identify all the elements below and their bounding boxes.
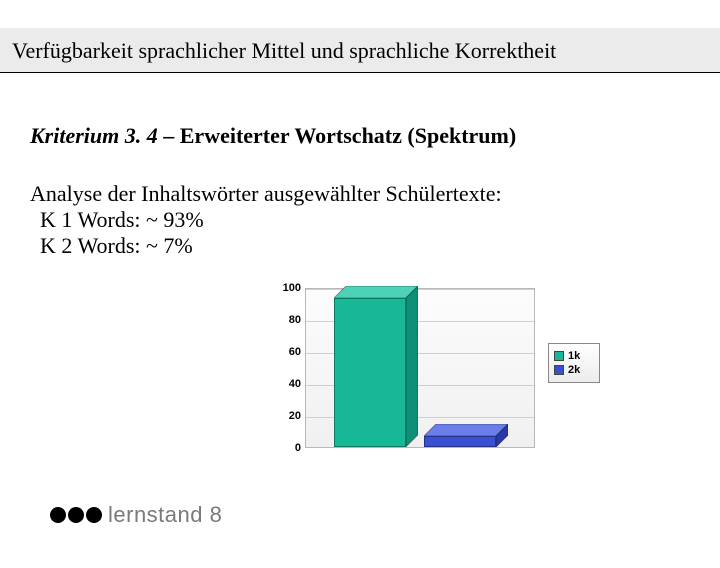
bar-1k [334,286,418,447]
title-bar: Verfügbarkeit sprachlicher Mittel und sp… [0,28,720,73]
dot-icon [50,507,66,523]
bar-side [496,424,508,447]
logo: lernstand 8 [50,502,222,528]
bar-side [406,286,418,447]
legend-item: 1k [554,350,594,362]
legend-swatch-icon [554,365,564,375]
subtitle-prefix: Kriterium 3. 4 [30,123,158,148]
legend-label: 1k [568,350,580,362]
logo-text: lernstand 8 [108,502,222,528]
legend-swatch-icon [554,351,564,361]
bar-chart: 020406080100 1k2k [270,288,600,463]
subtitle-rest: Erweiterter Wortschatz (Spektrum) [180,123,516,148]
y-tick-label: 20 [289,410,301,422]
y-axis: 020406080100 [270,288,305,448]
y-tick-label: 0 [295,442,301,454]
body-line1: Analyse der Inhaltswörter ausgewählter S… [30,181,720,207]
page-title: Verfügbarkeit sprachlicher Mittel und sp… [12,38,708,64]
chart-plot-area [305,288,535,448]
y-tick-label: 60 [289,346,301,358]
legend-item: 2k [554,364,594,376]
y-tick-label: 40 [289,378,301,390]
bar-front [424,436,496,447]
logo-dots-icon [50,507,102,523]
chart-legend: 1k2k [548,343,600,383]
body-line3: K 2 Words: ~ 7% [40,233,720,259]
dot-icon [86,507,102,523]
y-tick-label: 100 [283,282,301,294]
subtitle-dash: – [158,123,180,148]
dot-icon [68,507,84,523]
legend-label: 2k [568,364,580,376]
bar-front [334,298,406,447]
body-line2: K 1 Words: ~ 93% [40,207,720,233]
y-tick-label: 80 [289,314,301,326]
body-text: Analyse der Inhaltswörter ausgewählter S… [30,181,720,259]
subtitle: Kriterium 3. 4 – Erweiterter Wortschatz … [30,123,720,149]
bar-2k [424,424,508,447]
